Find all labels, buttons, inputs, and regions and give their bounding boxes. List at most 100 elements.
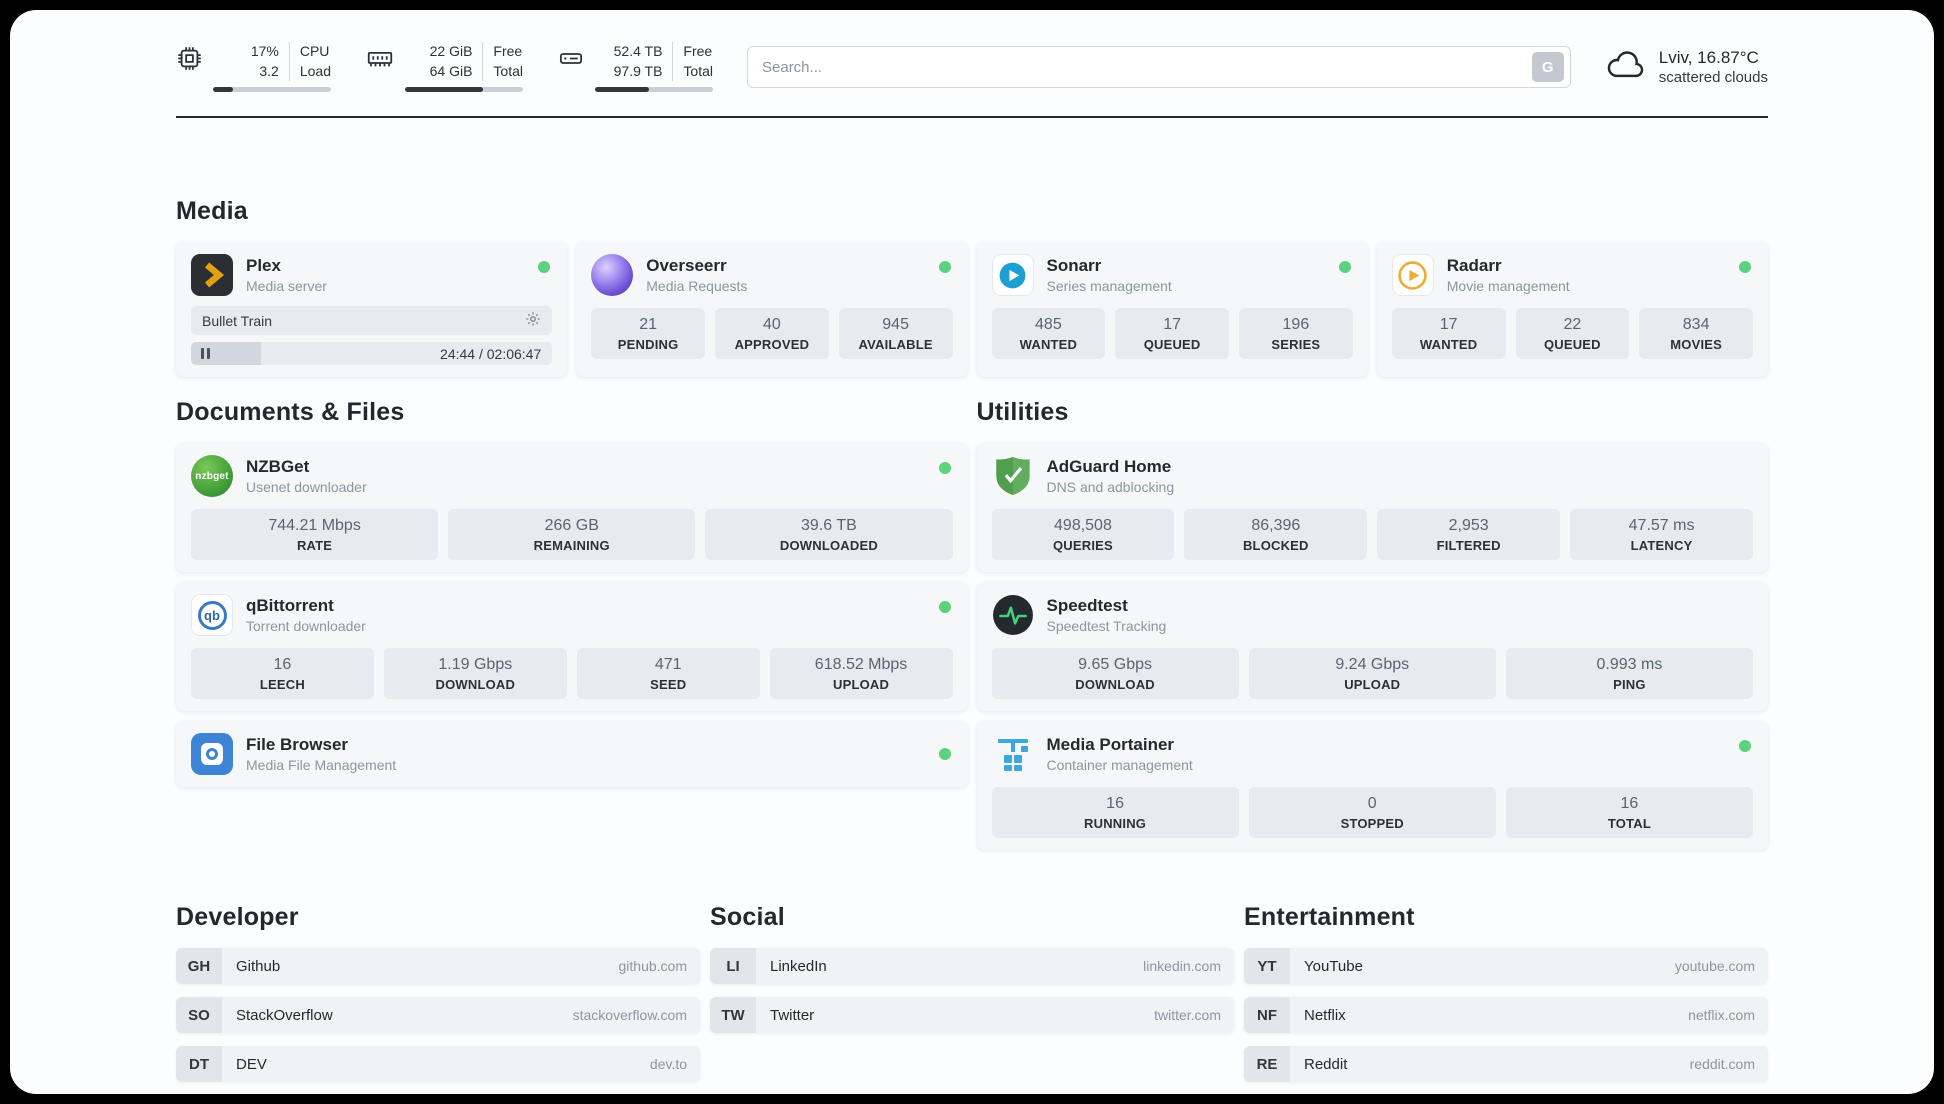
ram-free-value: 22 GiB bbox=[429, 43, 473, 59]
ram-progress-fill bbox=[405, 87, 483, 93]
stat-tile: 9.24 Gbps UPLOAD bbox=[1248, 648, 1496, 700]
stat-label: RUNNING bbox=[1084, 816, 1147, 832]
link-abbr: GH bbox=[176, 948, 222, 985]
stat-value: 9.65 Gbps bbox=[1078, 656, 1152, 674]
search-input[interactable] bbox=[762, 58, 1532, 76]
link-row-reddit[interactable]: RE Reddit reddit.com bbox=[1244, 1046, 1768, 1083]
weather-condition: scattered clouds bbox=[1658, 69, 1768, 87]
status-dot bbox=[1338, 261, 1351, 274]
stat-value: 17 bbox=[1163, 316, 1182, 334]
gear-icon[interactable] bbox=[525, 311, 541, 330]
app-name: Media Portainer bbox=[1046, 735, 1175, 755]
stat-tile: 17 WANTED bbox=[1391, 308, 1506, 360]
stat-tile: 0 STOPPED bbox=[1248, 787, 1496, 839]
stat-tile: 471 SEED bbox=[576, 648, 760, 700]
social-section: Social LI LinkedIn linkedin.com TW Twitt… bbox=[710, 902, 1234, 1082]
disk-total-label: Total bbox=[683, 62, 713, 79]
weather-location: Lviv, 16.87°C bbox=[1658, 48, 1759, 68]
app-card-sonarr[interactable]: Sonarr Series management 485 WANTED 17 Q… bbox=[976, 242, 1368, 378]
stat-tile: 16 RUNNING bbox=[991, 787, 1239, 839]
link-url: dev.to bbox=[649, 1056, 687, 1073]
stat-tile: 196 SERIES bbox=[1239, 308, 1353, 360]
app-subtitle: Media Requests bbox=[646, 278, 748, 295]
stat-tile: 39.6 TB DOWNLOADED bbox=[705, 509, 953, 561]
search-engine-button[interactable]: G bbox=[1531, 52, 1564, 83]
stat-label: QUEUED bbox=[1543, 337, 1601, 353]
link-row-linkedin[interactable]: LI LinkedIn linkedin.com bbox=[710, 948, 1234, 985]
app-card-radarr[interactable]: Radarr Movie management 17 WANTED 22 QUE… bbox=[1376, 242, 1768, 378]
link-row-stackoverflow[interactable]: SO StackOverflow stackoverflow.com bbox=[176, 997, 700, 1034]
link-row-youtube[interactable]: YT YouTube youtube.com bbox=[1244, 948, 1768, 985]
ram-monitor: 22 GiB 64 GiB Free Total bbox=[365, 42, 523, 93]
app-card-speedtest[interactable]: Speedtest Speedtest Tracking 9.65 Gbps D… bbox=[976, 582, 1768, 712]
link-row-netflix[interactable]: NF Netflix netflix.com bbox=[1244, 997, 1768, 1034]
app-card-plex[interactable]: Plex Media server Bullet Train bbox=[176, 242, 568, 378]
link-url: linkedin.com bbox=[1143, 958, 1221, 975]
stat-tile: 86,396 BLOCKED bbox=[1184, 509, 1368, 561]
link-row-twitter[interactable]: TW Twitter twitter.com bbox=[710, 997, 1234, 1034]
playback-progress-bar: 24:44 / 02:06:47 bbox=[191, 342, 553, 366]
ram-total-label: Total bbox=[493, 62, 523, 79]
app-name: Overseerr bbox=[646, 256, 727, 276]
stat-tile: 21 PENDING bbox=[591, 308, 705, 360]
status-dot bbox=[938, 261, 951, 274]
disk-total-value: 97.9 TB bbox=[613, 62, 663, 79]
app-subtitle: Torrent downloader bbox=[246, 618, 366, 635]
stat-label: STOPPED bbox=[1340, 816, 1404, 832]
app-card-nzbget[interactable]: nzbget NZBGet Usenet downloader 744.21 M… bbox=[176, 443, 968, 573]
stat-label: PING bbox=[1613, 677, 1646, 693]
stat-value: 17 bbox=[1439, 316, 1458, 334]
section-title-entertainment: Entertainment bbox=[1244, 903, 1415, 932]
cpu-label: CPU bbox=[299, 43, 330, 59]
link-row-dev[interactable]: DT DEV dev.to bbox=[176, 1046, 700, 1083]
stat-label: LEECH bbox=[259, 677, 305, 693]
stat-value: 0.993 ms bbox=[1596, 656, 1663, 674]
stat-label: RATE bbox=[296, 538, 333, 554]
app-name: qBittorrent bbox=[246, 596, 334, 616]
stat-tile: 47.57 ms LATENCY bbox=[1570, 509, 1753, 561]
stat-label: AVAILABLE bbox=[858, 337, 933, 353]
stat-tile: 17 QUEUED bbox=[1115, 308, 1229, 360]
stat-label: APPROVED bbox=[734, 337, 810, 353]
developer-section: Developer GH Github github.com SO StackO… bbox=[176, 902, 700, 1083]
app-card-overseerr[interactable]: Overseerr Media Requests 21 PENDING 40 A… bbox=[576, 242, 968, 378]
app-subtitle: DNS and adblocking bbox=[1046, 479, 1175, 496]
status-dot bbox=[1739, 740, 1751, 753]
app-name: Sonarr bbox=[1046, 256, 1102, 276]
disk-free-value: 52.4 TB bbox=[613, 43, 663, 59]
link-url: netflix.com bbox=[1688, 1007, 1755, 1024]
qbittorrent-icon: qb bbox=[191, 594, 233, 637]
cpu-progress-bar bbox=[213, 87, 331, 93]
app-card-qbittorrent[interactable]: qb qBittorrent Torrent downloader 16 LEE… bbox=[176, 582, 968, 712]
app-card-adguard[interactable]: AdGuard Home DNS and adblocking 498,508 … bbox=[976, 443, 1768, 573]
documents-section: Documents & Files nzbget NZBGet Usenet d… bbox=[176, 397, 968, 788]
disk-progress-bar bbox=[595, 87, 713, 93]
stat-label: PENDING bbox=[617, 337, 679, 353]
app-card-filebrowser[interactable]: File Browser Media File Management bbox=[176, 721, 968, 788]
app-name: Speedtest bbox=[1046, 596, 1128, 616]
cloud-icon bbox=[1605, 49, 1647, 86]
link-name: DEV bbox=[236, 1055, 267, 1073]
stat-label: UPLOAD bbox=[833, 677, 890, 693]
link-url: stackoverflow.com bbox=[572, 1007, 687, 1024]
overseerr-icon bbox=[591, 254, 634, 297]
cpu-icon bbox=[176, 45, 203, 77]
stat-value: 1.19 Gbps bbox=[438, 656, 513, 674]
app-subtitle: Movie management bbox=[1446, 278, 1570, 295]
link-row-github[interactable]: GH Github github.com bbox=[176, 948, 700, 985]
status-dot bbox=[938, 462, 951, 475]
link-abbr: RE bbox=[1244, 1046, 1290, 1083]
section-title-social: Social bbox=[710, 903, 785, 932]
status-dot bbox=[938, 601, 951, 614]
disk-icon bbox=[557, 45, 585, 77]
stat-value: 2,953 bbox=[1448, 517, 1489, 535]
stat-value: 485 bbox=[1035, 316, 1062, 334]
link-name: StackOverflow bbox=[236, 1006, 333, 1024]
link-name: Twitter bbox=[770, 1006, 815, 1024]
playback-time: 24:44 / 02:06:47 bbox=[440, 345, 542, 362]
app-card-portainer[interactable]: Media Portainer Container management 16 … bbox=[976, 721, 1768, 851]
stat-label: TOTAL bbox=[1607, 816, 1651, 832]
status-dot bbox=[938, 748, 951, 761]
stat-value: 618.52 Mbps bbox=[814, 656, 908, 674]
stat-tile: 834 MOVIES bbox=[1639, 308, 1753, 360]
